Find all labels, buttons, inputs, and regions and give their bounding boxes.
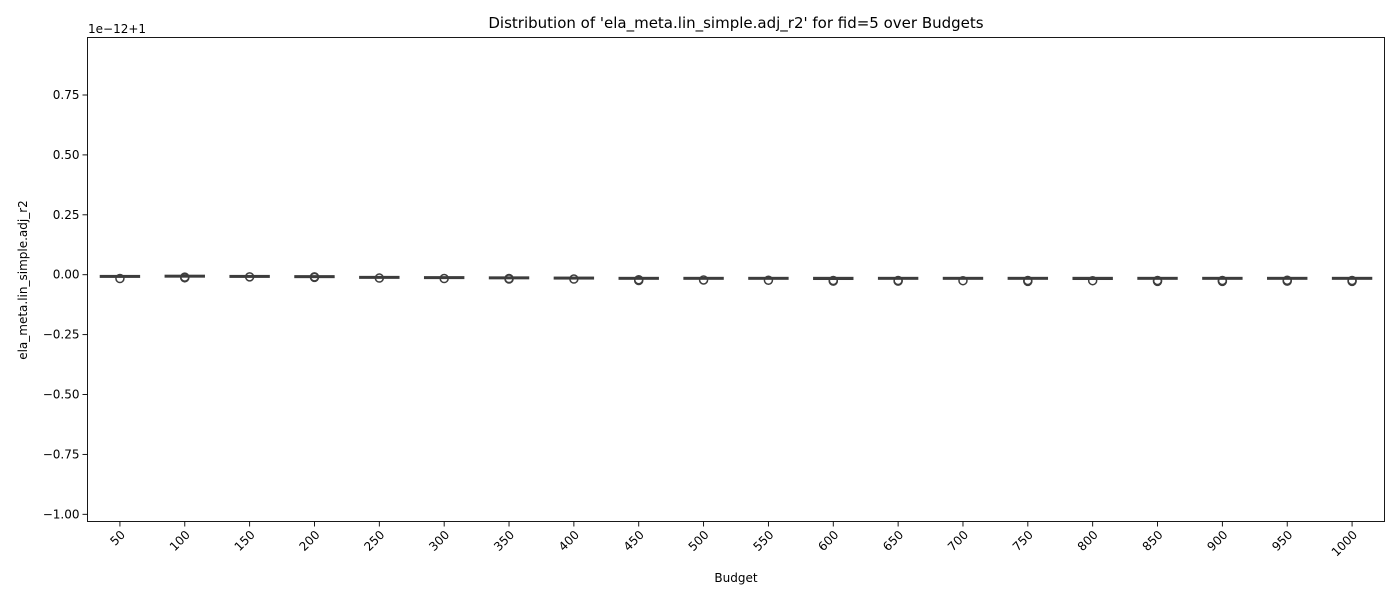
box-group xyxy=(294,272,335,283)
x-axis-label: Budget xyxy=(714,571,757,585)
y-axis-ticks: −1.00 −0.75 −0.50 −0.25 0.00 0.25 0.50 0.75 xyxy=(43,88,88,521)
x-tick-label: 950 xyxy=(1269,528,1295,554)
y-tick-label: −0.25 xyxy=(43,328,80,342)
chart-title: Distribution of 'ela_meta.lin_simple.adj… xyxy=(488,14,983,33)
box-group xyxy=(877,275,919,286)
x-tick-label: 650 xyxy=(880,528,906,554)
box-group xyxy=(1072,275,1113,286)
box-group xyxy=(164,272,205,283)
x-tick-label: 150 xyxy=(232,528,258,554)
box-group xyxy=(748,275,789,285)
box-group xyxy=(423,273,465,284)
outlier-point xyxy=(1217,276,1228,287)
box-group xyxy=(683,275,724,285)
outlier-point xyxy=(763,275,774,285)
x-tick-label: 800 xyxy=(1075,528,1101,554)
outlier-point xyxy=(439,273,449,284)
outlier-point xyxy=(698,275,709,285)
y-tick-label: 0.50 xyxy=(53,148,80,162)
outlier-point xyxy=(1152,276,1163,287)
outlier-point xyxy=(1023,276,1033,287)
outlier-point xyxy=(569,274,579,284)
box-group xyxy=(553,274,595,284)
plot-area xyxy=(99,272,1373,287)
outlier-point xyxy=(504,274,514,284)
outlier-point xyxy=(828,276,839,286)
outlier-point xyxy=(309,272,320,283)
outlier-point xyxy=(1087,275,1098,286)
y-tick-label: 0.25 xyxy=(53,208,80,222)
x-tick-label: 850 xyxy=(1140,528,1166,554)
x-tick-label: 400 xyxy=(556,528,582,554)
box-group xyxy=(229,272,270,282)
y-tick-label: −1.00 xyxy=(43,507,80,521)
outlier-point xyxy=(1282,276,1292,286)
x-tick-label: 450 xyxy=(621,528,647,554)
y-offset-label: 1e−12+1 xyxy=(88,22,146,36)
y-tick-label: 0.00 xyxy=(53,268,80,282)
box-group xyxy=(618,274,659,286)
outlier-point xyxy=(958,275,968,286)
x-tick-label: 200 xyxy=(296,528,322,554)
box-group xyxy=(813,275,854,286)
box-group xyxy=(942,275,984,286)
y-tick-label: −0.50 xyxy=(43,388,80,402)
x-tick-label: 900 xyxy=(1204,528,1230,554)
box-group xyxy=(99,273,141,284)
outlier-point xyxy=(180,273,190,283)
box-group xyxy=(1007,275,1049,287)
outlier-point xyxy=(374,273,385,283)
box-group xyxy=(488,273,530,284)
x-axis-ticks: 50 100 150 200 250 300 350 400 450 500 550 600 650 70… xyxy=(107,521,1360,559)
box-group xyxy=(1267,275,1308,286)
box-group xyxy=(359,273,400,283)
y-tick-label: 0.75 xyxy=(53,88,80,102)
x-tick-label: 350 xyxy=(491,528,517,554)
x-tick-label: 100 xyxy=(167,528,193,554)
x-tick-label: 600 xyxy=(815,528,841,554)
box-group xyxy=(1331,275,1373,287)
x-tick-label: 250 xyxy=(361,528,387,554)
x-tick-label: 1000 xyxy=(1329,528,1360,559)
y-tick-label: −0.75 xyxy=(43,447,80,461)
outlier-point xyxy=(115,273,125,284)
x-tick-label: 50 xyxy=(107,528,128,549)
outlier-point xyxy=(1347,276,1357,287)
outlier-point xyxy=(893,276,903,286)
outlier-point xyxy=(633,275,644,286)
box-group xyxy=(1202,275,1243,287)
x-tick-label: 300 xyxy=(426,528,452,554)
box-group xyxy=(1137,275,1178,287)
x-tick-label: 550 xyxy=(750,528,776,554)
outlier-point xyxy=(244,272,255,282)
x-tick-label: 500 xyxy=(686,528,712,554)
x-tick-label: 750 xyxy=(1010,528,1036,554)
y-axis-label: ela_meta.lin_simple.adj_r2 xyxy=(16,200,30,360)
x-tick-label: 700 xyxy=(945,528,971,554)
axes-frame xyxy=(87,37,1385,522)
